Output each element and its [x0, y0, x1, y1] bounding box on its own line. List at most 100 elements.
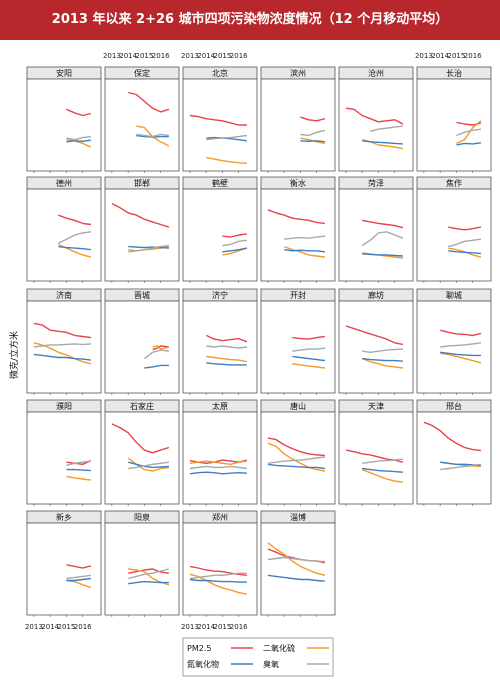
bottom-x-tick-label: 2015 — [58, 623, 76, 631]
series-line-no2 — [362, 467, 403, 473]
series-line-o3 — [222, 239, 247, 247]
series-line-o3 — [284, 235, 325, 240]
panel-plot-area — [104, 188, 180, 282]
series-line-no2 — [58, 245, 91, 251]
series-line-o3 — [143, 349, 169, 360]
top-x-tick-label: 2014 — [197, 52, 215, 60]
series-line-so2 — [283, 245, 325, 258]
series-line-o3 — [128, 568, 170, 580]
page-title: 2013 年以来 2+26 城市四项污染物浓度情况（12 个月移动平均） — [51, 12, 449, 27]
top-x-tick-label: 2013 — [415, 52, 433, 60]
series-line-o3 — [189, 572, 247, 580]
series-line-no2 — [144, 364, 169, 369]
top-x-tick-label: 2013 — [103, 52, 121, 60]
bottom-x-tick-label: 2014 — [197, 623, 215, 631]
panel-plot-area — [338, 300, 414, 394]
panel-city-label: 廊坊 — [368, 290, 384, 300]
series-line-o3 — [370, 125, 403, 132]
series-line-no2 — [66, 139, 91, 143]
series-line-o3 — [206, 134, 247, 141]
series-line-o3 — [300, 129, 326, 137]
top-x-tick-label: 2013 — [181, 52, 199, 60]
series-line-pm25 — [111, 423, 170, 454]
series-line-pm25 — [362, 219, 404, 229]
series-line-no2 — [267, 574, 325, 582]
panel-plot-area — [104, 411, 180, 505]
panel-city-label: 太原 — [212, 401, 228, 411]
panel-plot-area — [182, 411, 258, 505]
series-line-pm25 — [345, 325, 404, 346]
series-line-pm25 — [267, 437, 325, 457]
series-line-no2 — [284, 249, 325, 253]
series-line-pm25 — [292, 335, 325, 340]
panel-city-label: 济宁 — [212, 290, 228, 300]
series-line-pm25 — [448, 226, 482, 231]
title-banner: 2013 年以来 2+26 城市四项污染物浓度情况（12 个月移动平均） — [0, 0, 500, 40]
series-line-o3 — [361, 231, 404, 247]
panel-city-label: 石家庄 — [130, 401, 154, 411]
panel-city-label: 开封 — [290, 290, 306, 300]
panel-city-label: 德州 — [56, 178, 72, 188]
series-line-no2 — [128, 580, 169, 585]
series-line-no2 — [362, 357, 403, 362]
panel-city-label: 菏泽 — [368, 178, 384, 188]
panel-city-label: 保定 — [134, 68, 150, 78]
panel-plot-area — [338, 78, 414, 172]
legend-label: 氮氧化物 — [187, 659, 219, 669]
panel-city-label: 晋城 — [134, 291, 150, 300]
series-line-pm25 — [345, 107, 404, 125]
series-line-so2 — [206, 355, 248, 363]
series-line-so2 — [456, 120, 482, 145]
panel-plot-area — [338, 411, 414, 505]
legend-box — [182, 637, 334, 677]
series-line-pm25 — [267, 209, 325, 225]
legend-label: PM2.5 — [187, 644, 211, 653]
series-line-o3 — [33, 343, 91, 348]
series-line-no2 — [189, 471, 247, 475]
panel-plot-area — [182, 188, 258, 282]
series-line-so2 — [361, 468, 403, 483]
series-line-so2 — [206, 156, 247, 164]
series-line-pm25 — [189, 565, 247, 576]
series-line-pm25 — [111, 202, 170, 228]
panel-plot-area — [182, 522, 258, 616]
series-line-no2 — [66, 577, 91, 582]
series-line-pm25 — [423, 421, 481, 452]
series-line-so2 — [267, 542, 326, 576]
top-x-tick-label: 2016 — [152, 52, 170, 60]
series-line-pm25 — [222, 233, 247, 238]
series-line-no2 — [456, 142, 481, 146]
panel-plot-area — [416, 78, 492, 172]
series-line-o3 — [128, 461, 169, 470]
series-line-o3 — [362, 458, 403, 464]
series-line-o3 — [66, 574, 91, 580]
series-line-o3 — [267, 456, 325, 464]
panel-plot-area — [260, 522, 336, 616]
bottom-x-tick-label: 2015 — [214, 623, 232, 631]
panel-city-label: 焦作 — [446, 178, 462, 188]
top-x-tick-label: 2016 — [464, 52, 482, 60]
series-line-o3 — [267, 556, 325, 563]
series-line-o3 — [66, 135, 91, 141]
top-x-tick-label: 2014 — [431, 52, 449, 60]
panel-city-label: 长治 — [446, 68, 462, 78]
bottom-x-tick-label: 2016 — [230, 623, 248, 631]
series-line-no2 — [292, 355, 325, 362]
series-line-pm25 — [128, 568, 169, 574]
bottom-x-tick-label: 2014 — [41, 623, 59, 631]
panel-city-label: 北京 — [212, 68, 228, 78]
panel-city-label: 安阳 — [56, 68, 72, 78]
panel-plot-area — [260, 78, 336, 172]
series-line-no2 — [448, 250, 481, 255]
series-line-o3 — [292, 347, 325, 352]
bottom-x-tick-label: 2016 — [74, 623, 92, 631]
series-line-pm25 — [300, 116, 326, 122]
series-line-pm25 — [66, 108, 92, 117]
bottom-x-tick-label: 2013 — [181, 623, 199, 631]
panel-city-label: 天津 — [368, 401, 384, 411]
panel-city-label: 唐山 — [290, 401, 306, 411]
series-line-o3 — [448, 238, 481, 248]
top-x-tick-label: 2014 — [119, 52, 137, 60]
series-line-pm25 — [128, 91, 170, 113]
series-line-o3 — [189, 465, 247, 470]
